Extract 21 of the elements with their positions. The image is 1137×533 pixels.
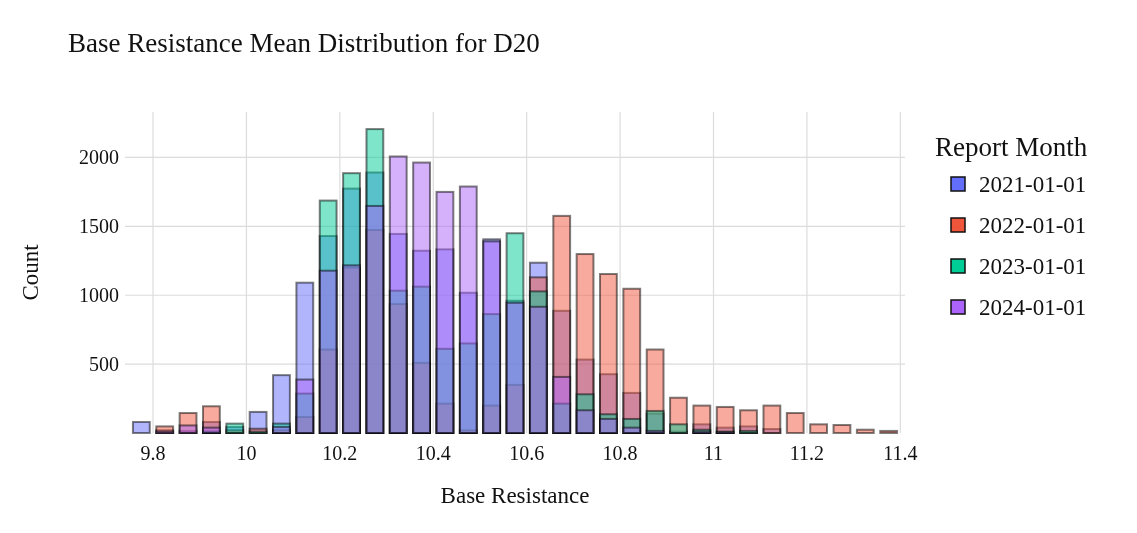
x-tick-label: 11.4 bbox=[883, 442, 918, 464]
legend-label: 2022-01-01 bbox=[979, 213, 1087, 239]
x-tick-label: 11.2 bbox=[789, 442, 825, 464]
x-tick-label: 10.2 bbox=[322, 442, 358, 464]
x-tick-label: 11 bbox=[703, 442, 724, 464]
x-axis-title: Base Resistance bbox=[440, 483, 590, 508]
x-tick-label: 10.4 bbox=[415, 442, 451, 464]
y-tick-label: 1000 bbox=[79, 284, 119, 307]
y-tick-label: 500 bbox=[89, 353, 119, 376]
chart-title: Base Resistance Mean Distribution for D20 bbox=[68, 28, 540, 58]
y-tick-label: 2000 bbox=[79, 146, 119, 169]
x-tick-label: 10.6 bbox=[509, 442, 545, 464]
x-tick-label: 10.8 bbox=[602, 442, 638, 464]
x-tick-label: 10 bbox=[236, 442, 257, 464]
legend-title: Report Month bbox=[935, 132, 1088, 162]
y-axis-title: Count bbox=[18, 243, 43, 301]
legend-label: 2023-01-01 bbox=[979, 254, 1087, 280]
x-tick-label: 9.8 bbox=[140, 442, 166, 464]
legend-label: 2024-01-01 bbox=[979, 295, 1087, 321]
y-tick-label: 1500 bbox=[79, 215, 119, 238]
legend-label: 2021-01-01 bbox=[979, 172, 1087, 198]
